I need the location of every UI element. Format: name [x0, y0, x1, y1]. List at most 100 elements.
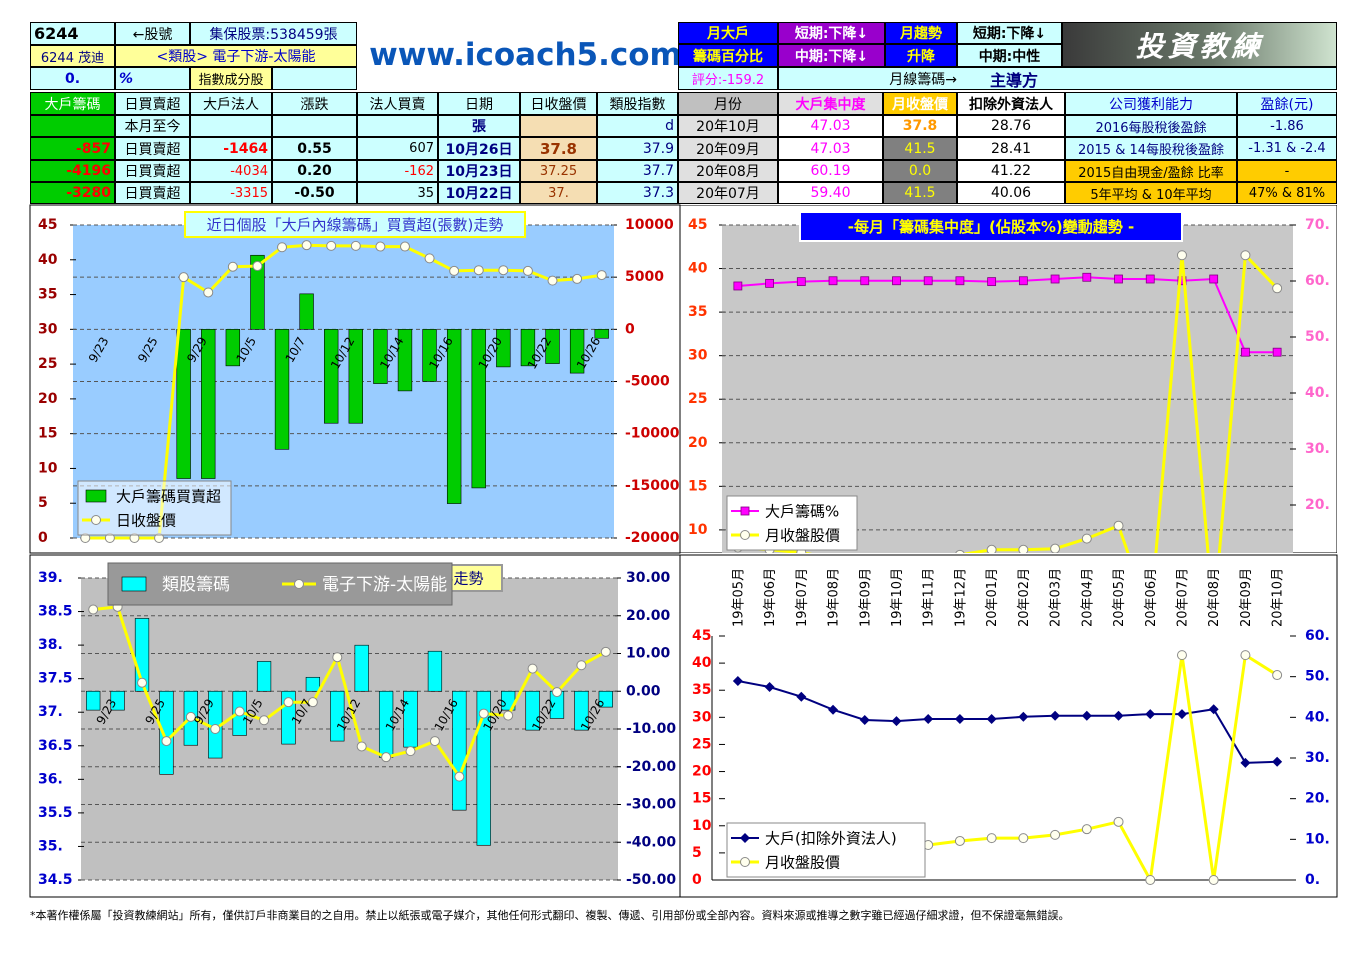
marker: [283, 697, 294, 708]
bar: [446, 329, 462, 504]
index-member: 指數成分股: [190, 67, 272, 90]
marker: [1050, 543, 1061, 553]
marker: [796, 277, 806, 287]
y-tick-label: 30: [688, 348, 708, 364]
marker: [955, 276, 965, 286]
marker: [923, 276, 933, 286]
y-tick-label: 0: [38, 530, 48, 546]
y2-tick-label: 40.: [1305, 709, 1330, 725]
table-cell: -4034: [190, 160, 272, 182]
legend: [107, 562, 453, 606]
bar: [201, 329, 216, 479]
marker: [454, 771, 465, 782]
marker: [178, 272, 189, 283]
empty-cell: [272, 67, 357, 90]
bar: [225, 329, 241, 367]
marker: [527, 663, 538, 674]
table-cell: 0.0: [883, 160, 957, 182]
x-tick-label: 19年10月: [890, 568, 905, 627]
y2-tick-label: 20.00: [626, 608, 671, 624]
marker: [424, 253, 435, 264]
y-tick-label: 40: [38, 252, 58, 268]
marker: [234, 706, 245, 717]
y-tick-label: 15: [688, 478, 707, 494]
x-tick-label: 20年10月: [1271, 568, 1286, 627]
y2-tick-label: -10000: [625, 426, 680, 442]
table-cell: -0.50: [272, 182, 357, 204]
y-tick-label: 10: [692, 818, 712, 834]
table-header: 大戶籌碼: [30, 92, 115, 115]
legend-marker: [740, 833, 750, 843]
bar: [274, 329, 290, 450]
bar: [574, 690, 589, 731]
y-tick-label: 20: [692, 764, 712, 780]
marker: [1018, 833, 1029, 844]
marker: [1272, 670, 1283, 681]
marker: [503, 710, 514, 721]
y-tick-label: 35: [692, 682, 711, 698]
marker: [1081, 824, 1092, 835]
marker: [1050, 829, 1061, 840]
y2-tick-label: 70.: [1305, 217, 1330, 233]
table-cell: 37.3: [597, 182, 678, 204]
marker: [1176, 250, 1187, 261]
y2-tick-label: 60.: [1305, 273, 1330, 289]
y2-tick-label: 30.: [1305, 750, 1330, 766]
marker: [954, 713, 965, 724]
marker: [1050, 710, 1061, 721]
table-cell: 2015自由現金/盈餘 比率: [1065, 160, 1237, 182]
table-cell: 日買賣超: [115, 137, 190, 160]
y2-tick-label: 40.: [1305, 385, 1330, 401]
table-header: 漲跌: [272, 92, 357, 115]
y-tick-label: 25: [692, 736, 711, 752]
marker: [332, 652, 343, 663]
marker: [986, 713, 997, 724]
line: [737, 251, 1279, 553]
x-tick-label: 20年09月: [1239, 568, 1254, 627]
table-cell: 59.40: [778, 182, 883, 204]
table-cell: -: [1237, 160, 1337, 182]
y2-tick-label: 50.: [1305, 669, 1330, 685]
stock-name: 6244 茂迪: [30, 45, 115, 67]
marker: [1208, 875, 1219, 885]
marker: [1209, 274, 1219, 284]
x-tick-label: 20年08月: [1207, 568, 1222, 627]
marker: [227, 261, 238, 272]
bar: [373, 329, 388, 384]
y2-tick-label: -15000: [625, 478, 680, 494]
table-cell: -3280: [30, 182, 115, 204]
marker: [828, 704, 839, 715]
marker: [1018, 276, 1028, 286]
marker: [405, 746, 416, 757]
marker: [88, 604, 99, 615]
table-header: 盈餘(元): [1237, 92, 1337, 115]
chart-title: 近日個股「大戶內線籌碼」買賣超(張數)走勢: [207, 216, 504, 234]
marker: [572, 273, 583, 284]
stock-code: 6244: [30, 22, 115, 45]
table-cell: 28.41: [957, 137, 1065, 160]
marker: [381, 752, 392, 763]
table-cell: 35: [357, 182, 438, 204]
legend-label: 月收盤股價: [765, 854, 840, 872]
x-tick-label: 19年11月: [922, 568, 937, 627]
marker: [732, 676, 743, 687]
marker: [1081, 533, 1092, 544]
y-tick-label: 5: [692, 845, 702, 861]
y-tick-label: 0: [692, 872, 702, 888]
marker: [954, 835, 965, 846]
big-trend: 短期:下降↓: [778, 22, 885, 44]
marker: [1114, 274, 1123, 284]
legend-swatch: [121, 576, 147, 592]
bar: [397, 329, 413, 392]
trend: 短期:下降↓: [957, 22, 1062, 44]
marker: [733, 281, 743, 291]
legend-label: 電子下游-太陽能: [322, 575, 447, 595]
marker: [478, 708, 489, 719]
table-cell: 607: [357, 137, 438, 160]
marker: [600, 646, 611, 657]
y-tick-label: 25: [688, 391, 707, 407]
marker: [473, 265, 484, 276]
table-cell: 20年09月: [678, 137, 778, 160]
